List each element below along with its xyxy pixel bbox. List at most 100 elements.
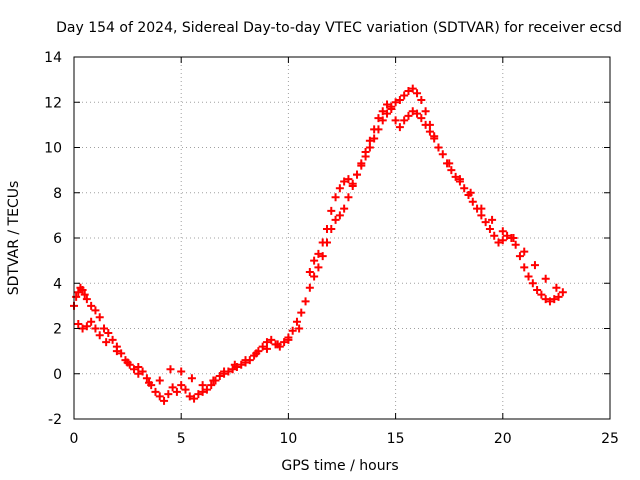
data-point bbox=[344, 193, 353, 202]
data-point bbox=[230, 360, 239, 369]
data-point bbox=[541, 274, 550, 283]
data-point bbox=[87, 317, 96, 326]
data-point bbox=[485, 224, 494, 233]
data-point bbox=[209, 376, 218, 385]
data-point bbox=[142, 374, 151, 383]
data-point bbox=[528, 279, 537, 288]
data-point bbox=[455, 175, 464, 184]
data-point bbox=[177, 367, 186, 376]
data-point bbox=[413, 89, 422, 98]
data-point bbox=[348, 179, 357, 188]
data-point bbox=[207, 381, 216, 390]
data-point bbox=[395, 123, 404, 132]
data-point bbox=[400, 116, 409, 125]
data-point bbox=[530, 261, 539, 270]
data-point bbox=[82, 322, 91, 331]
data-point bbox=[552, 283, 561, 292]
data-point bbox=[537, 290, 546, 299]
data-point bbox=[102, 338, 111, 347]
data-point bbox=[365, 143, 374, 152]
y-tick-label: 8 bbox=[53, 186, 62, 202]
data-point bbox=[488, 215, 497, 224]
data-point bbox=[198, 381, 207, 390]
x-tick-label: 20 bbox=[494, 431, 512, 447]
data-point bbox=[322, 224, 331, 233]
data-point bbox=[172, 387, 181, 396]
data-point bbox=[378, 116, 387, 125]
data-point bbox=[408, 107, 417, 116]
data-point bbox=[370, 134, 379, 143]
data-point bbox=[533, 286, 542, 295]
axes: 0 5 10 15 20 25 -2 0 2 4 6 8 10 12 14 bbox=[44, 50, 619, 447]
data-series bbox=[70, 84, 567, 405]
data-point bbox=[417, 95, 426, 104]
data-point bbox=[194, 390, 203, 399]
data-point bbox=[91, 324, 100, 333]
series-0 bbox=[70, 100, 567, 405]
data-point bbox=[404, 111, 413, 120]
data-point bbox=[104, 329, 113, 338]
data-point bbox=[374, 114, 383, 123]
data-point bbox=[515, 252, 524, 261]
data-point bbox=[511, 240, 520, 249]
data-point bbox=[273, 340, 282, 349]
y-tick-label: 14 bbox=[44, 50, 62, 66]
data-point bbox=[295, 324, 304, 333]
data-point bbox=[425, 127, 434, 136]
chart-title: Day 154 of 2024, Sidereal Day-to-day VTE… bbox=[56, 20, 622, 36]
data-point bbox=[365, 136, 374, 145]
data-point bbox=[305, 283, 314, 292]
data-point bbox=[331, 215, 340, 224]
series-1 bbox=[74, 84, 561, 390]
data-point bbox=[503, 231, 512, 240]
data-point bbox=[87, 301, 96, 310]
data-point bbox=[404, 86, 413, 95]
data-point bbox=[425, 120, 434, 129]
data-point bbox=[310, 272, 319, 281]
y-tick-label: -2 bbox=[48, 412, 62, 428]
data-point bbox=[545, 297, 554, 306]
data-point bbox=[215, 372, 224, 381]
data-point bbox=[344, 175, 353, 184]
data-point bbox=[361, 152, 370, 161]
data-point bbox=[112, 347, 121, 356]
data-point bbox=[187, 374, 196, 383]
data-point bbox=[494, 238, 503, 247]
data-point bbox=[490, 231, 499, 240]
data-point bbox=[297, 308, 306, 317]
data-point bbox=[123, 358, 132, 367]
data-point bbox=[447, 166, 456, 175]
data-point bbox=[241, 356, 250, 365]
x-tick-label: 25 bbox=[601, 431, 619, 447]
data-point bbox=[160, 396, 169, 405]
data-point bbox=[417, 114, 426, 123]
data-point bbox=[391, 98, 400, 107]
data-point bbox=[80, 290, 89, 299]
data-point bbox=[498, 236, 507, 245]
data-point bbox=[168, 383, 177, 392]
data-point bbox=[318, 252, 327, 261]
data-point bbox=[524, 272, 533, 281]
data-point bbox=[383, 109, 392, 118]
data-point bbox=[74, 319, 83, 328]
data-point bbox=[335, 184, 344, 193]
y-axis-label: SDTVAR / TECUs bbox=[6, 181, 22, 296]
data-point bbox=[335, 211, 344, 220]
data-point bbox=[408, 84, 417, 93]
data-point bbox=[305, 267, 314, 276]
data-point bbox=[509, 234, 518, 242]
y-tick-label: 4 bbox=[53, 276, 62, 292]
data-point bbox=[331, 193, 340, 202]
data-point bbox=[327, 206, 336, 215]
x-tick-label: 0 bbox=[70, 431, 79, 447]
data-point bbox=[181, 385, 190, 394]
data-point bbox=[262, 338, 271, 347]
data-point bbox=[258, 342, 267, 351]
data-point bbox=[220, 367, 229, 376]
data-point bbox=[550, 295, 559, 304]
data-point bbox=[100, 324, 109, 333]
data-point bbox=[520, 263, 529, 272]
data-point bbox=[155, 376, 164, 385]
data-point bbox=[155, 392, 164, 401]
